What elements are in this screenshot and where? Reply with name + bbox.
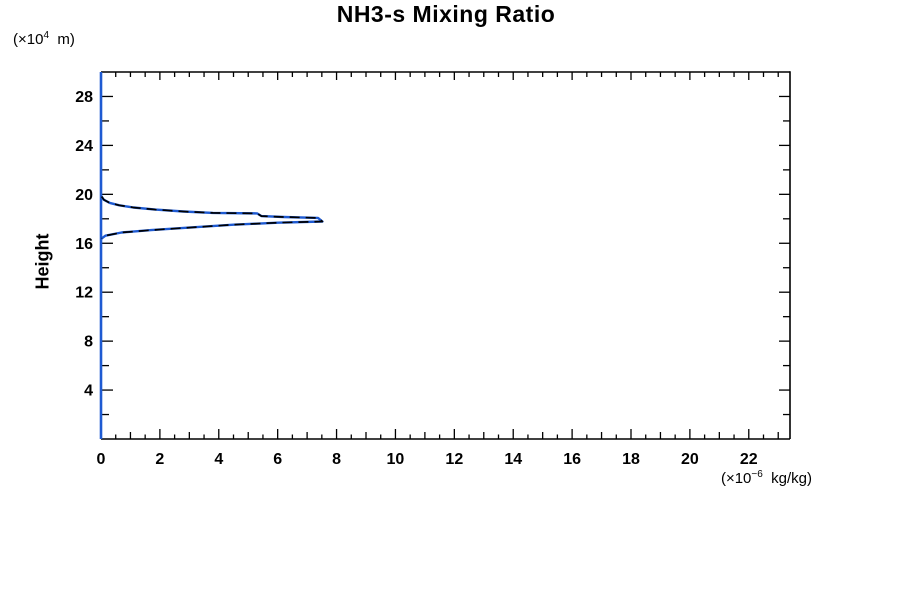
x-tick-label: 6: [273, 451, 282, 468]
x-tick-label: 12: [445, 451, 463, 468]
profile-line-dash-overlay: [100, 196, 324, 240]
x-tick-label: 18: [622, 451, 640, 468]
y-tick-label: 28: [75, 89, 93, 106]
x-tick-label: 22: [740, 451, 758, 468]
x-tick-label: 10: [387, 451, 405, 468]
x-tick-label: 4: [214, 451, 223, 468]
y-tick-label: 16: [75, 236, 93, 253]
y-tick-label: 20: [75, 187, 93, 204]
x-unit-exponent: −6: [751, 469, 763, 480]
profile-curve: [100, 195, 324, 240]
y-tick-label: 8: [84, 334, 93, 351]
x-tick-label: 2: [155, 451, 164, 468]
x-unit-suffix: kg/kg): [762, 470, 812, 487]
x-axis-unit-label: (×10−6 kg/kg): [512, 469, 812, 487]
y-axis-unit-label: (×104 m): [13, 30, 75, 48]
y-tick-label: 4: [84, 383, 93, 400]
x-tick-label: 14: [504, 451, 522, 468]
x-unit-prefix: (×10: [720, 470, 752, 487]
y-tick-label: 12: [75, 285, 93, 302]
x-tick-label: 20: [681, 451, 699, 468]
y-unit-suffix: m): [49, 31, 75, 48]
x-tick-labels: 0 2 4 6 8 10 12 14 16 18 20 22: [97, 451, 758, 468]
x-tick-label: 16: [563, 451, 581, 468]
x-tick-label: 0: [97, 451, 106, 468]
y-unit-exponent: 4: [43, 30, 50, 41]
axis-spines: [99, 71, 791, 440]
chart-title: NH3-s Mixing Ratio: [336, 1, 556, 27]
x-tick-label: 8: [332, 451, 341, 468]
y-unit-prefix: (×10: [13, 31, 44, 48]
axis-ticks: [102, 72, 790, 439]
y-tick-labels: 4 8 12 16 20 24 28: [75, 89, 93, 400]
profile-line-blue: [100, 195, 324, 240]
y-tick-label: 24: [75, 138, 93, 155]
